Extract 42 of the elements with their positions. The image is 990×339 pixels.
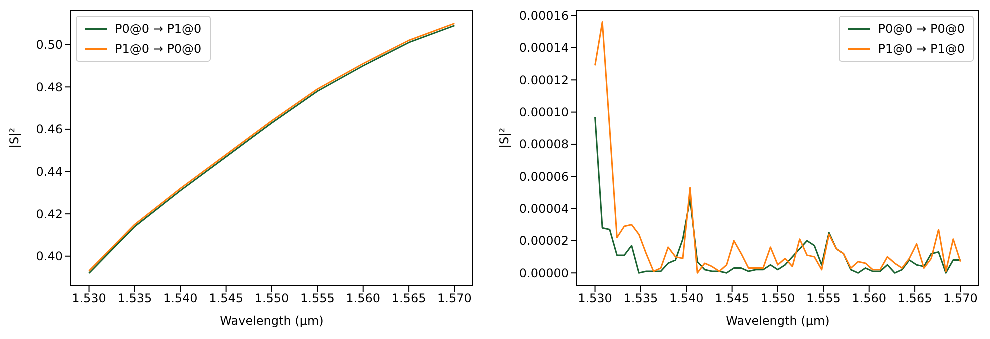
y-tick-label: 0.00014 bbox=[519, 41, 569, 56]
y-tick-label: 0.48 bbox=[36, 80, 63, 94]
x-tick-label: 1.530 bbox=[578, 292, 612, 306]
y-tick-label: 0.00012 bbox=[519, 73, 569, 88]
x-tick-label: 1.545 bbox=[715, 292, 750, 306]
x-tick-label: 1.560 bbox=[852, 292, 887, 306]
x-tick-label: 1.555 bbox=[300, 292, 335, 306]
x-tick-label: 1.565 bbox=[392, 292, 426, 306]
y-axis-title: |S|² bbox=[7, 128, 22, 148]
x-tick-label: 1.535 bbox=[118, 292, 152, 306]
legend-label: P0@0 → P0@0 bbox=[878, 21, 965, 38]
x-tick-label: 1.535 bbox=[624, 292, 658, 306]
legend-label: P1@0 → P0@0 bbox=[115, 41, 202, 58]
legend-label: P1@0 → P1@0 bbox=[878, 41, 965, 58]
y-tick-label: 0.00006 bbox=[519, 170, 569, 184]
y-tick-label: 0.00010 bbox=[519, 106, 569, 120]
x-tick-label: 1.570 bbox=[438, 292, 472, 306]
y-tick-label: 0.00016 bbox=[519, 9, 569, 24]
x-axis-title: Wavelength (µm) bbox=[726, 314, 830, 328]
x-tick-label: 1.560 bbox=[346, 292, 381, 306]
y-axis-title: |S|² bbox=[497, 128, 512, 148]
y-tick-label: 0.00008 bbox=[519, 138, 569, 152]
y-tick-label: 0.00004 bbox=[519, 202, 569, 216]
line-series bbox=[594, 116, 962, 274]
y-tick-label: 0.42 bbox=[36, 207, 63, 222]
legend-label: P0@0 → P1@0 bbox=[115, 21, 202, 38]
x-axis-title: Wavelength (µm) bbox=[220, 314, 324, 328]
x-tick-label: 1.550 bbox=[760, 292, 796, 306]
x-tick-label: 1.565 bbox=[898, 292, 932, 306]
y-tick-label: 0.00000 bbox=[519, 266, 569, 280]
y-tick-label: 0.40 bbox=[36, 250, 63, 264]
y-tick-label: 0.00002 bbox=[519, 234, 569, 248]
y-tick-label: 0.44 bbox=[36, 165, 63, 180]
x-tick-label: 1.530 bbox=[72, 292, 106, 306]
x-tick-label: 1.570 bbox=[944, 292, 978, 306]
x-tick-label: 1.550 bbox=[254, 292, 290, 306]
x-tick-label: 1.540 bbox=[163, 292, 198, 306]
x-tick-label: 1.555 bbox=[806, 292, 841, 306]
x-tick-label: 1.545 bbox=[209, 292, 244, 306]
x-tick-label: 1.540 bbox=[669, 292, 704, 306]
y-tick-label: 0.50 bbox=[36, 38, 63, 52]
y-tick-label: 0.46 bbox=[36, 122, 63, 137]
